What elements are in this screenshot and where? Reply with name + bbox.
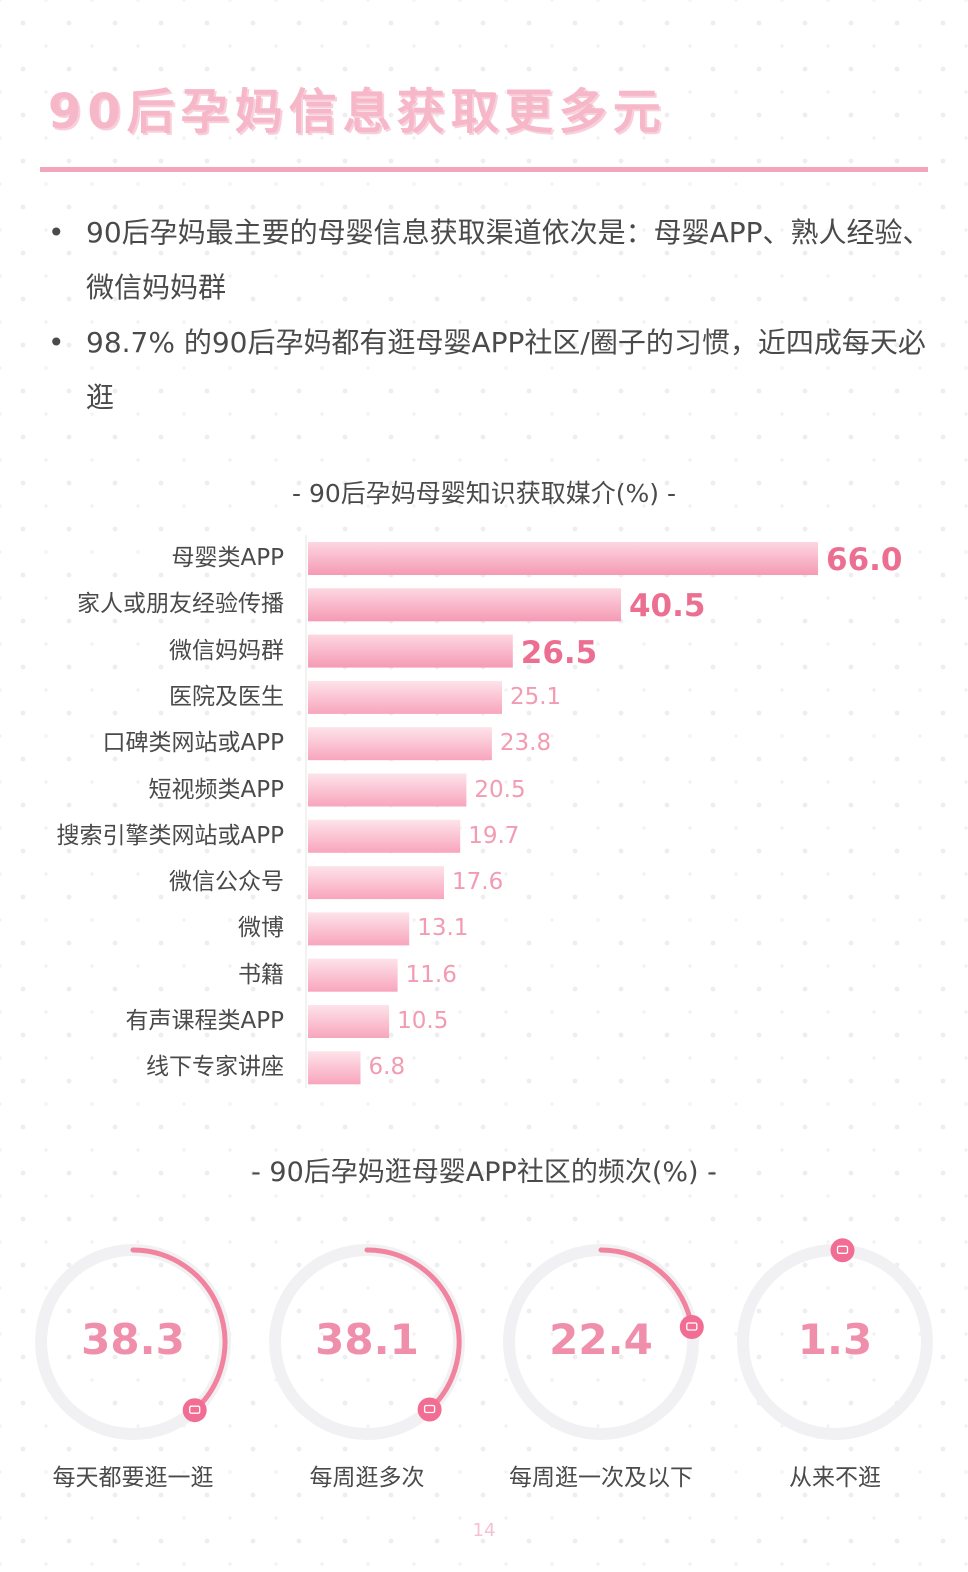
bar-1 [308, 542, 818, 575]
bar-10 [308, 958, 398, 992]
donut-label: 每周逛多次 [309, 1465, 425, 1491]
bar-category-label: 口碑类网站或APP [102, 730, 284, 757]
summary-bullets: 90后孕妈最主要的母婴信息获取渠道依次是：母婴APP、熟人经验、微信妈妈群 98… [46, 205, 931, 425]
page-number: 14 [472, 1520, 496, 1541]
bar-category-label: 搜索引擎类网站或APP [56, 822, 284, 849]
donut-label: 从来不逛 [789, 1465, 881, 1491]
bar-2 [308, 588, 621, 622]
donut-gauge: 22.4 [496, 1237, 706, 1447]
bar-category-label: 微信公众号 [169, 869, 284, 896]
bar-value-label: 25.1 [509, 683, 562, 710]
bar-5 [308, 727, 492, 761]
bar-value-label: 26.5 [520, 634, 598, 671]
bar-3 [308, 634, 513, 668]
chat-bubble-icon [189, 1405, 201, 1414]
bar-chart [305, 535, 818, 1088]
bar-6 [308, 773, 467, 807]
donut-value: 38.1 [315, 1315, 419, 1364]
bar-12 [308, 1051, 361, 1085]
donut-marker [830, 1238, 855, 1263]
bar-value-label: 13.1 [417, 915, 469, 942]
bars-group [308, 542, 818, 1085]
bar-category-label: 线下专家讲座 [146, 1054, 284, 1081]
bar-category-label: 医院及医生 [169, 683, 284, 710]
title-divider [40, 167, 928, 172]
donut-gauge: 38.3 [28, 1237, 238, 1447]
bar-value-label: 20.5 [474, 776, 526, 803]
donut-arc [598, 1247, 695, 1330]
bar-7 [308, 819, 461, 853]
bar-value-label: 10.5 [397, 1008, 449, 1034]
bar-value-label: 66.0 [826, 542, 903, 578]
chat-bubble-icon [836, 1245, 849, 1254]
donut-marker [679, 1315, 704, 1339]
donut-arc [130, 1247, 228, 1413]
donut-value: 1.3 [797, 1315, 873, 1364]
bar-category-label: 母婴类APP [171, 545, 284, 571]
bar-value-label: 40.5 [628, 588, 706, 625]
bar-4 [308, 680, 502, 714]
chat-bubble-icon [686, 1322, 698, 1331]
donut-marker [417, 1397, 442, 1422]
donut-value: 22.4 [549, 1315, 653, 1364]
bar-category-label: 短视频类APP [148, 776, 284, 803]
bar-category-label: 有声课程类APP [125, 1008, 284, 1034]
bar-value-label: 6.8 [368, 1054, 406, 1081]
donut-svg [35, 1244, 231, 1440]
donut-label: 每周逛一次及以下 [509, 1465, 693, 1491]
bar-category-label: 微博 [238, 915, 284, 942]
donut-marker [182, 1398, 207, 1423]
bar-category-label: 微信妈妈群 [169, 637, 284, 664]
bar-chart-title: - 90后孕妈母婴知识获取媒介(%) - [291, 479, 676, 508]
donut-svg [503, 1244, 704, 1440]
bar-8 [308, 866, 444, 900]
page-title: 90后孕妈信息获取更多元 [48, 84, 667, 140]
bar-value-label: 17.6 [452, 869, 504, 896]
donut-svg [269, 1244, 465, 1440]
donut-label: 每天都要逛一逛 [52, 1465, 214, 1491]
donut-arc [364, 1247, 462, 1412]
bar-11 [308, 1005, 390, 1038]
bar-value-label: 11.6 [405, 961, 457, 988]
donut-gauge: 38.1 [262, 1237, 472, 1447]
bar-category-label: 家人或朋友经验传播 [77, 591, 284, 618]
bar-category-label: 书籍 [238, 961, 284, 988]
bar-value-label: 19.7 [468, 822, 520, 849]
donut-svg [737, 1238, 933, 1440]
bullet-point: 90后孕妈最主要的母婴信息获取渠道依次是：母婴APP、熟人经验、微信妈妈群 [46, 205, 931, 315]
bar-value-label: 23.8 [499, 730, 552, 757]
bar-9 [308, 912, 410, 946]
chat-bubble-icon [423, 1404, 436, 1414]
donut-chart-title: - 90后孕妈逛母婴APP社区的频次(%) - [251, 1157, 717, 1188]
bullet-point: 98.7% 的90后孕妈都有逛母婴APP社区/圈子的习惯，近四成每天必逛 [46, 315, 931, 425]
donut-gauge: 1.3 [730, 1237, 940, 1447]
donut-value: 38.3 [81, 1315, 185, 1364]
